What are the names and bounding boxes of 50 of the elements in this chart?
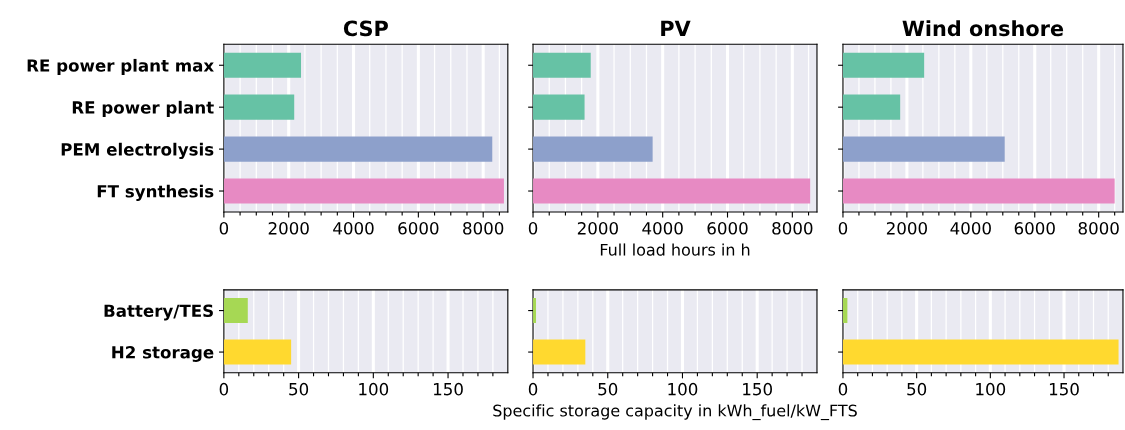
bar bbox=[533, 94, 585, 120]
bar bbox=[223, 52, 302, 78]
x-axis-title: Specific storage capacity in kWh_fuel/kW_FTS bbox=[493, 404, 857, 421]
bar bbox=[223, 136, 493, 162]
x-tick-label: 8000 bbox=[463, 222, 504, 235]
x-tick-label: 100 bbox=[976, 382, 1006, 396]
chart-title: CSP bbox=[343, 20, 388, 37]
x-tick-label: 2000 bbox=[886, 222, 927, 235]
chart-title: Wind onshore bbox=[902, 20, 1064, 37]
x-tick-label: 4000 bbox=[642, 222, 683, 235]
x-tick-label: 0 bbox=[528, 382, 538, 396]
x-tick-label: 6000 bbox=[707, 222, 748, 235]
x-tick-label: 2000 bbox=[268, 222, 309, 235]
bar bbox=[842, 136, 1005, 162]
x-tick-label: 4000 bbox=[950, 222, 991, 235]
y-tick-label: Battery/TES bbox=[104, 304, 213, 321]
x-tick-label: 6000 bbox=[398, 222, 439, 235]
bar bbox=[533, 52, 591, 78]
x-tick-label: 50 bbox=[289, 382, 309, 396]
x-tick-label: 100 bbox=[359, 382, 389, 396]
bar bbox=[533, 136, 653, 162]
x-tick-label: 0 bbox=[528, 222, 538, 235]
x-tick-label: 8000 bbox=[772, 222, 813, 235]
x-tick-label: 0 bbox=[219, 382, 229, 396]
x-tick-label: 100 bbox=[668, 382, 698, 396]
x-tick-label: 0 bbox=[838, 382, 848, 396]
y-tick-label: RE power plant max bbox=[27, 58, 214, 76]
x-tick-label: 2000 bbox=[577, 222, 618, 235]
bar bbox=[842, 52, 925, 78]
bar bbox=[842, 94, 901, 120]
x-tick-label: 6000 bbox=[1014, 222, 1055, 235]
chart-title: PV bbox=[661, 20, 691, 36]
x-tick-label: 4000 bbox=[333, 222, 374, 235]
bar bbox=[223, 178, 504, 204]
y-tick-label: FT synthesis bbox=[97, 184, 214, 201]
y-tick-label: PEM electrolysis bbox=[61, 142, 214, 160]
y-tick-label: H2 storage bbox=[112, 345, 214, 362]
x-tick-label: 150 bbox=[743, 382, 772, 396]
x-tick-label: 8000 bbox=[1078, 222, 1119, 235]
x-axis-title: Full load hours in h bbox=[600, 243, 750, 256]
bar bbox=[223, 94, 295, 120]
x-tick-label: 50 bbox=[598, 382, 618, 396]
x-tick-label: 150 bbox=[1049, 382, 1079, 396]
y-tick-label: RE power plant bbox=[72, 100, 214, 117]
x-tick-label: 50 bbox=[907, 382, 927, 396]
bar bbox=[842, 178, 1115, 204]
x-tick-label: 0 bbox=[838, 222, 848, 235]
x-tick-label: 150 bbox=[433, 382, 463, 396]
x-tick-label: 0 bbox=[219, 222, 229, 235]
bar bbox=[533, 178, 811, 204]
